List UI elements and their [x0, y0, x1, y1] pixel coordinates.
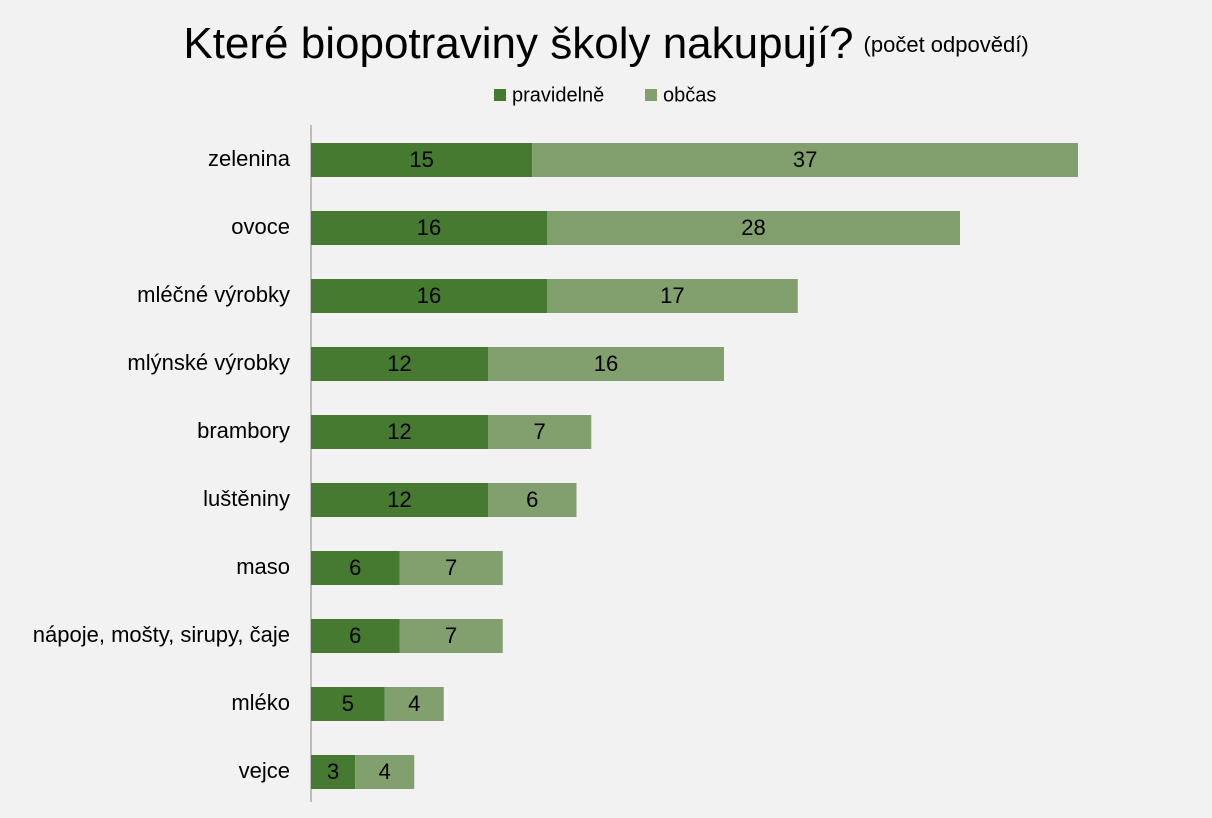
category-label: nápoje, mošty, sirupy, čaje	[33, 622, 290, 647]
bar-segment	[311, 483, 488, 517]
bar-segment	[355, 755, 415, 789]
data-label: 5	[342, 691, 354, 716]
chart-title: Které biopotraviny školy nakupují?	[183, 19, 853, 68]
bar-segment	[311, 619, 400, 653]
data-label: 12	[387, 351, 411, 376]
legend-label: pravidelně	[512, 84, 604, 106]
legend-swatch	[645, 89, 657, 101]
data-label: 12	[387, 419, 411, 444]
bar-segment	[311, 755, 356, 789]
bar-segment	[547, 279, 798, 313]
data-label: 6	[526, 487, 538, 512]
bar-segment	[488, 483, 577, 517]
category-label: ovoce	[231, 214, 290, 239]
bar-segment	[532, 143, 1078, 177]
category-label: brambory	[197, 418, 290, 443]
bar-segment	[311, 143, 533, 177]
data-label: 4	[379, 759, 391, 784]
bar-segment	[488, 415, 592, 449]
bar-segment	[311, 687, 385, 721]
data-label: 12	[387, 487, 411, 512]
bar-segment	[311, 211, 547, 245]
bar-segment	[311, 415, 488, 449]
title: Které biopotraviny školy nakupují? (počet…	[183, 19, 1028, 68]
data-label: 6	[349, 623, 361, 648]
bar-segment	[399, 551, 503, 585]
data-label: 17	[660, 283, 684, 308]
bar-segment	[384, 687, 444, 721]
data-label: 4	[408, 691, 420, 716]
legend-swatch	[494, 89, 506, 101]
legend-label: občas	[663, 84, 716, 106]
category-label: mlýnské výrobky	[127, 350, 290, 375]
category-label: luštěniny	[203, 486, 290, 511]
category-label: maso	[236, 554, 290, 579]
bar-segment	[547, 211, 960, 245]
data-label: 16	[417, 283, 441, 308]
data-label: 16	[594, 351, 618, 376]
data-label: 7	[534, 419, 546, 444]
category-label: mléko	[231, 690, 290, 715]
bar-segment	[311, 551, 400, 585]
category-label: vejce	[239, 758, 290, 783]
chart-subtitle: (počet odpovědí)	[864, 32, 1029, 57]
bar-segment	[311, 347, 488, 381]
data-label: 16	[417, 215, 441, 240]
data-label: 28	[741, 215, 765, 240]
data-label: 7	[445, 623, 457, 648]
data-label: 37	[793, 147, 817, 172]
data-label: 15	[409, 147, 433, 172]
data-label: 3	[327, 759, 339, 784]
category-label: zelenina	[208, 146, 291, 171]
data-label: 7	[445, 555, 457, 580]
bar-segment	[399, 619, 503, 653]
data-label: 6	[349, 555, 361, 580]
bar-segment	[311, 279, 547, 313]
category-label: mléčné výrobky	[137, 282, 290, 307]
bar-segment	[488, 347, 724, 381]
